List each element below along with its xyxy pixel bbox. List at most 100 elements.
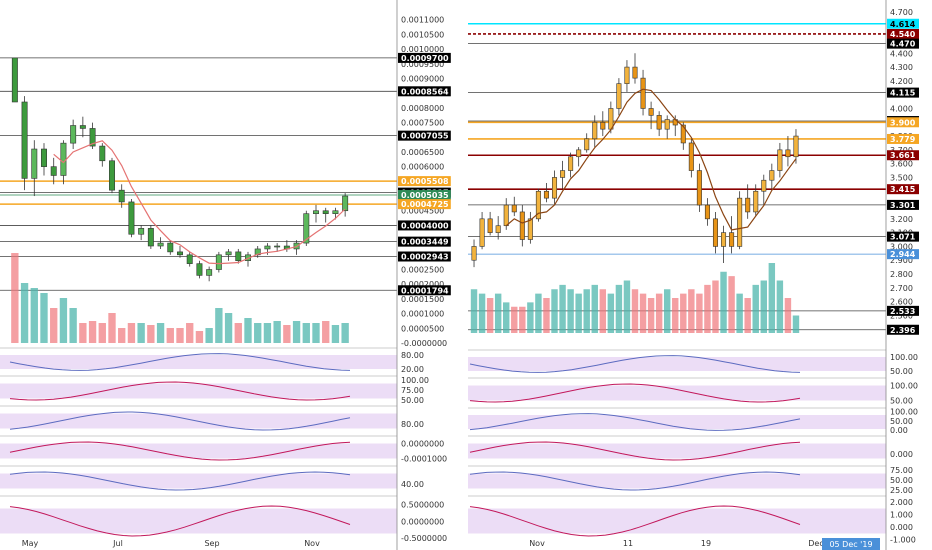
level-badge-label: 0.0004000 bbox=[401, 221, 449, 230]
price-tick-label: 0.0010000 bbox=[401, 45, 444, 54]
candle-body bbox=[479, 218, 485, 247]
volume-bar bbox=[312, 323, 320, 343]
price-tick-label: 0.0011000 bbox=[401, 16, 444, 25]
candle-body bbox=[769, 170, 775, 181]
level-badge bbox=[398, 130, 451, 141]
price-tick-label: 2.500 bbox=[890, 311, 913, 320]
indicator-tick-label: 1.000 bbox=[890, 510, 913, 519]
candle-body bbox=[624, 66, 630, 84]
volume-bar bbox=[11, 253, 19, 343]
candle-body bbox=[511, 204, 517, 213]
volume-bar bbox=[599, 289, 607, 333]
level-badge-label: 0.0008564 bbox=[401, 87, 449, 96]
volume-bar bbox=[688, 289, 695, 333]
candle-body bbox=[568, 156, 574, 171]
indicator-tick-label: -0.0001000 bbox=[401, 455, 447, 464]
price-tick-label: 0.0009000 bbox=[401, 74, 444, 83]
volume-bar bbox=[244, 318, 252, 343]
indicator-line bbox=[469, 505, 801, 537]
indicator-band bbox=[468, 357, 886, 371]
indicator-tick-label: 40.00 bbox=[401, 480, 424, 489]
price-tick-label: 0.0006000 bbox=[401, 163, 444, 172]
volume-bar bbox=[108, 313, 116, 343]
level-badge-label: 3.900 bbox=[890, 118, 916, 127]
candle-body bbox=[186, 254, 193, 264]
indicator-tick-label: 0.5000000 bbox=[401, 501, 444, 510]
level-badge-label: 0.0003449 bbox=[401, 238, 449, 247]
candle-body bbox=[640, 77, 646, 109]
indicator-band bbox=[468, 473, 886, 489]
volume-bar bbox=[263, 323, 272, 343]
x-tick-label: Nov bbox=[304, 539, 320, 548]
candle-body bbox=[225, 251, 232, 256]
volume-bar bbox=[623, 280, 631, 333]
volume-bar bbox=[591, 284, 598, 333]
indicator-band bbox=[0, 383, 397, 399]
moving-average-line bbox=[53, 140, 346, 265]
level-badge-label: 4.540 bbox=[890, 30, 916, 39]
volume-bar bbox=[176, 328, 184, 343]
candle-body bbox=[322, 210, 329, 214]
level-badge bbox=[887, 324, 919, 335]
indicator-band bbox=[0, 508, 397, 534]
level-badge-label: 2.533 bbox=[890, 307, 915, 316]
level-badge bbox=[887, 249, 919, 260]
candle-body bbox=[632, 66, 638, 79]
volume-bar bbox=[292, 321, 301, 343]
volume-bar bbox=[567, 289, 574, 333]
price-tick-label: 0.0001000 bbox=[401, 310, 444, 319]
indicator-tick-label: 100.00 bbox=[401, 376, 429, 385]
indicator-line bbox=[9, 353, 351, 371]
candle-body bbox=[584, 138, 590, 151]
candle-body bbox=[147, 228, 154, 247]
level-badge-label: 0.0009700 bbox=[401, 54, 449, 63]
volume-bar bbox=[663, 289, 671, 333]
volume-bar bbox=[20, 283, 29, 343]
volume-bar bbox=[655, 293, 663, 333]
candle-body bbox=[785, 149, 791, 158]
indicator-line bbox=[469, 413, 801, 431]
candle-body bbox=[274, 245, 281, 248]
indicator-band bbox=[0, 355, 397, 369]
level-badge-label: 3.071 bbox=[890, 233, 916, 242]
candle-body bbox=[777, 149, 783, 171]
indicator-tick-label: 75.00 bbox=[890, 466, 913, 475]
indicator-tick-label: 80.00 bbox=[401, 420, 424, 429]
candle-body bbox=[704, 204, 710, 220]
level-badge bbox=[398, 285, 451, 296]
volume-bar bbox=[302, 323, 310, 343]
price-tick-label: -0.0000000 bbox=[401, 339, 447, 348]
volume-bar bbox=[98, 323, 106, 343]
volume-bar bbox=[205, 328, 213, 343]
price-tick-label: 2.900 bbox=[890, 256, 913, 265]
candle-body bbox=[31, 148, 38, 179]
candle-body bbox=[50, 166, 57, 176]
volume-bar bbox=[647, 298, 655, 333]
volume-bar bbox=[147, 325, 155, 343]
candle-body bbox=[543, 190, 549, 199]
volume-bar bbox=[527, 302, 534, 333]
moving-average-line bbox=[505, 88, 797, 231]
volume-bar bbox=[494, 293, 502, 333]
candle-body bbox=[560, 170, 566, 178]
level-badge-label: 2.396 bbox=[890, 326, 916, 335]
candle-body bbox=[495, 225, 501, 233]
volume-bar bbox=[470, 289, 478, 333]
level-badge-label: 0.0005035 bbox=[401, 191, 449, 200]
level-badge bbox=[398, 220, 451, 231]
indicator-line bbox=[9, 381, 351, 401]
candle-body bbox=[196, 263, 203, 276]
level-badge bbox=[887, 199, 919, 210]
x-tick-label: Sep bbox=[204, 539, 219, 548]
indicator-tick-label: -0.5000000 bbox=[401, 534, 447, 543]
candle-body bbox=[729, 232, 735, 247]
candle-body bbox=[576, 149, 582, 158]
indicator-tick-label: 20.00 bbox=[401, 365, 424, 374]
candle-body bbox=[535, 190, 541, 220]
indicator-tick-label: 50.00 bbox=[890, 397, 913, 406]
candle-body bbox=[487, 218, 493, 233]
indicator-line bbox=[469, 441, 801, 461]
indicator-tick-label: 100.00 bbox=[890, 353, 918, 362]
level-badge bbox=[398, 176, 451, 187]
